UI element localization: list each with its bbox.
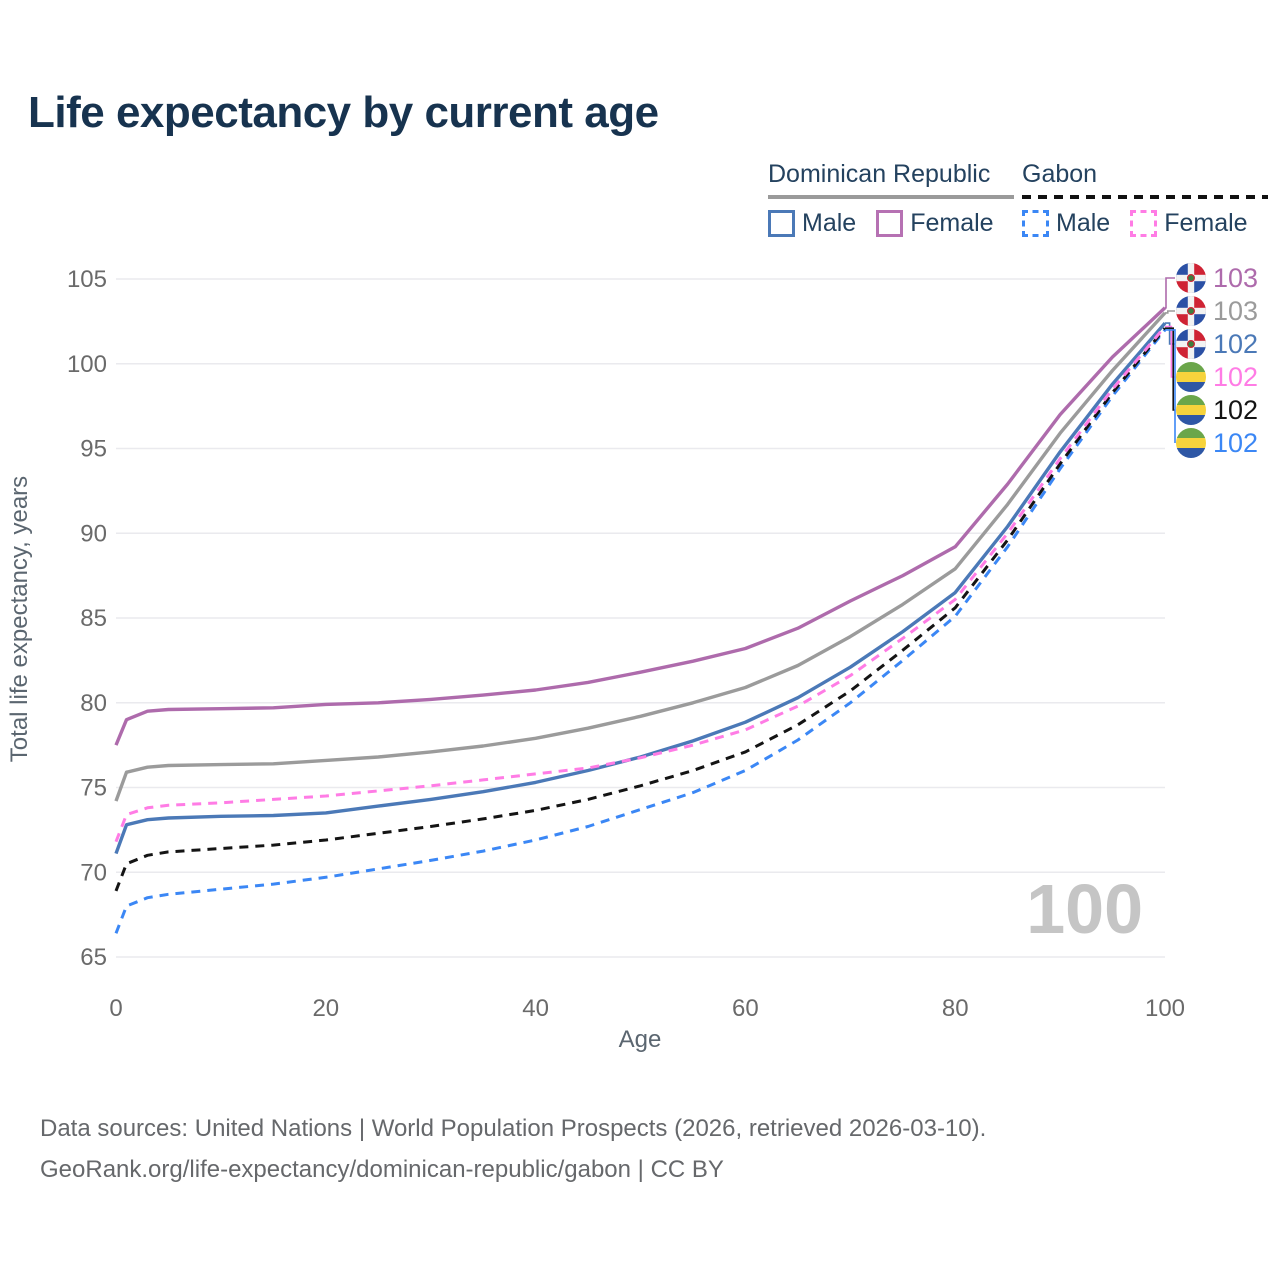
y-axis-title: Total life expectancy, years — [6, 475, 33, 763]
legend-line-sample-gabon — [1022, 195, 1268, 199]
legend-item-gabon-male[interactable]: Male — [1056, 209, 1111, 237]
series-line-dominican-republic-male — [114, 321, 1167, 855]
x-axis-title: Age — [618, 1026, 662, 1053]
end-value-label-dominican-republic-male: 102 — [1213, 329, 1258, 359]
series-line-gabon-male — [114, 328, 1167, 934]
series-line-dominican-republic-female — [114, 306, 1167, 746]
legend-swatch-gabon-female[interactable] — [1130, 210, 1158, 237]
end-value-label-gabon-male: 102 — [1213, 428, 1258, 458]
end-connector-dominican-republic-total — [1165, 310, 1175, 314]
y-tick-label-70: 70 — [80, 859, 107, 886]
dominican-republic-flag-icon — [1176, 263, 1206, 293]
dominican-republic-flag-icon — [1176, 329, 1206, 359]
y-tick-label-65: 65 — [80, 944, 107, 971]
legend-item-dr-female[interactable]: Female — [910, 209, 994, 237]
legend-group-gabon: Gabon Male Female — [1022, 160, 1268, 238]
gabon-flag-icon — [1176, 395, 1206, 425]
y-tick-label-80: 80 — [80, 690, 107, 717]
page-title: Life expectancy by current age — [28, 88, 659, 137]
end-value-label-dominican-republic-total: 103 — [1213, 296, 1258, 326]
series-line-gabon-female — [114, 325, 1167, 843]
series-line-dominican-republic-total — [114, 311, 1167, 802]
legend-item-dr-male[interactable]: Male — [802, 209, 857, 237]
series-line-gabon-total — [114, 327, 1167, 892]
end-connector-gabon-male — [1165, 329, 1176, 443]
end-value-label-dominican-republic-female: 103 — [1213, 263, 1258, 293]
x-tick-label-100: 100 — [1145, 995, 1185, 1022]
legend-item-gabon-female[interactable]: Female — [1164, 209, 1248, 237]
end-connector-dominican-republic-female — [1165, 277, 1175, 309]
age-watermark: 100 — [1026, 870, 1143, 948]
legend-swatch-gabon-male[interactable] — [1022, 210, 1049, 237]
footer-data-sources: Data sources: United Nations | World Pop… — [40, 1115, 987, 1142]
x-tick-label-20: 20 — [312, 995, 339, 1022]
x-tick-label-0: 0 — [109, 995, 122, 1022]
end-connector-dominican-republic-male — [1165, 322, 1175, 345]
x-tick-label-80: 80 — [942, 995, 969, 1022]
gabon-flag-icon — [1176, 428, 1206, 458]
y-tick-label-100: 100 — [67, 351, 107, 378]
x-tick-label-40: 40 — [522, 995, 549, 1022]
x-tick-label-60: 60 — [732, 995, 759, 1022]
footer-attribution: GeoRank.org/life-expectancy/dominican-re… — [40, 1156, 724, 1184]
y-tick-label-90: 90 — [80, 520, 107, 547]
legend-line-sample-dominican-republic — [768, 195, 1014, 199]
gabon-flag-icon — [1176, 362, 1206, 392]
footer: Data sources: United Nations | World Pop… — [40, 1108, 986, 1191]
dominican-republic-flag-icon — [1176, 296, 1206, 326]
legend-group-dominican-republic: Dominican Republic Male Female — [768, 160, 1014, 238]
y-tick-label-95: 95 — [80, 436, 107, 463]
legend-swatch-dr-male[interactable] — [768, 210, 795, 237]
legend-country-dominican-republic[interactable]: Dominican Republic — [768, 160, 991, 188]
end-connector-gabon-total — [1165, 327, 1175, 411]
y-tick-label-75: 75 — [80, 775, 107, 802]
legend-country-gabon[interactable]: Gabon — [1022, 160, 1098, 188]
y-tick-label-105: 105 — [67, 266, 107, 293]
end-value-label-gabon-total: 102 — [1213, 395, 1258, 425]
end-value-label-gabon-female: 102 — [1213, 362, 1258, 392]
legend-swatch-dr-female[interactable] — [876, 210, 904, 237]
y-tick-label-85: 85 — [80, 605, 107, 632]
